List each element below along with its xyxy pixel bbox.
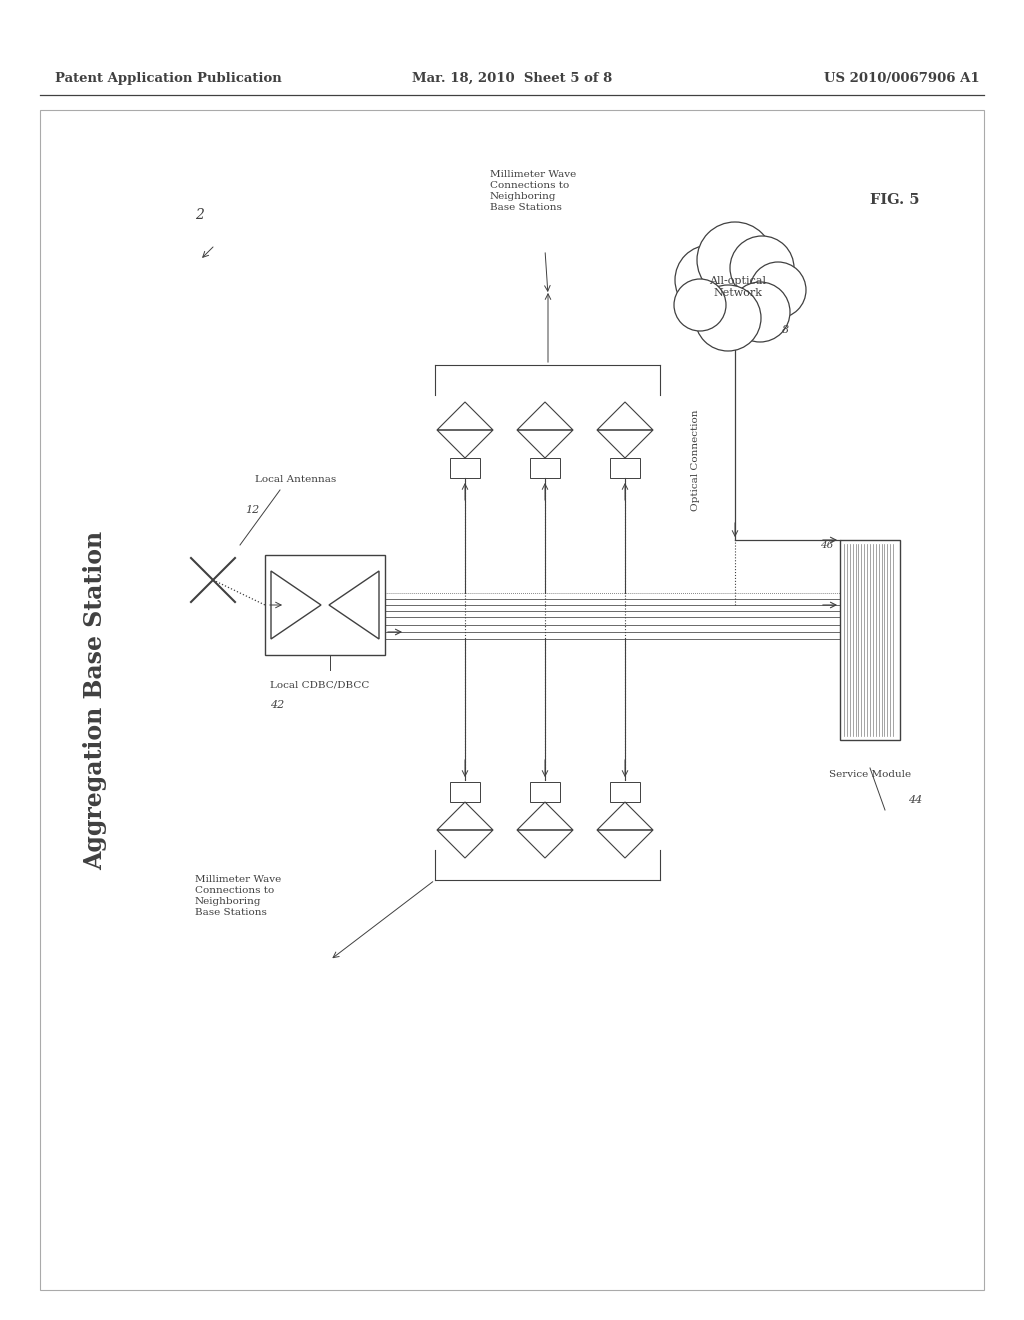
Text: Service Module: Service Module [829,770,911,779]
Circle shape [697,222,773,298]
Circle shape [695,285,761,351]
Circle shape [730,236,794,300]
Text: Mar. 18, 2010  Sheet 5 of 8: Mar. 18, 2010 Sheet 5 of 8 [412,73,612,84]
Text: Patent Application Publication: Patent Application Publication [55,73,282,84]
FancyBboxPatch shape [265,554,385,655]
Circle shape [750,261,806,318]
Text: 2: 2 [195,209,204,222]
FancyBboxPatch shape [610,781,640,803]
Text: 12: 12 [245,506,259,515]
Text: Millimeter Wave
Connections to
Neighboring
Base Stations: Millimeter Wave Connections to Neighbori… [490,170,577,213]
FancyBboxPatch shape [450,781,480,803]
Circle shape [730,282,790,342]
FancyBboxPatch shape [530,458,560,478]
Text: FIG. 5: FIG. 5 [870,193,920,207]
Text: Local CDBC/DBCC: Local CDBC/DBCC [270,681,370,689]
Text: 44: 44 [908,795,923,805]
FancyBboxPatch shape [530,781,560,803]
FancyBboxPatch shape [610,458,640,478]
Text: Optical Connection: Optical Connection [690,409,699,511]
Text: 46: 46 [820,540,834,549]
Circle shape [675,246,745,315]
FancyBboxPatch shape [840,540,900,741]
Text: 42: 42 [270,700,285,710]
Text: Aggregation Base Station: Aggregation Base Station [83,531,106,870]
Text: All-optical
Network: All-optical Network [710,276,767,298]
Text: 8: 8 [782,325,790,335]
Text: US 2010/0067906 A1: US 2010/0067906 A1 [824,73,980,84]
Text: Local Antennas: Local Antennas [255,475,336,484]
Circle shape [674,279,726,331]
Text: Millimeter Wave
Connections to
Neighboring
Base Stations: Millimeter Wave Connections to Neighbori… [195,875,282,917]
FancyBboxPatch shape [450,458,480,478]
